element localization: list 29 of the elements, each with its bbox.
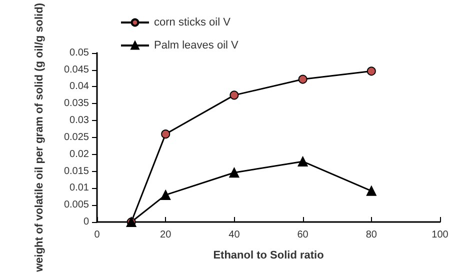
point: [298, 156, 308, 166]
y-tick-label: 0.03: [70, 115, 90, 126]
y-tick-label: 0.015: [64, 166, 90, 177]
x-tick-label: 20: [160, 230, 172, 240]
point: [230, 90, 239, 100]
y-tick-label: 0.005: [64, 200, 90, 211]
x-tick-label: 0: [94, 230, 100, 240]
x-tick-label: 100: [432, 230, 449, 240]
legend-label: Palm leaves oil V: [154, 40, 240, 52]
x-tick-label: 80: [366, 230, 378, 240]
point: [366, 186, 376, 196]
y-tick-label: 0.035: [64, 98, 90, 110]
point: [160, 190, 171, 200]
point: [366, 66, 376, 76]
y-tick-label: 0.025: [64, 132, 90, 143]
point: [161, 130, 170, 139]
x-axis-title: Ethanol to Solid ratio: [213, 250, 324, 262]
point: [229, 168, 240, 178]
y-tick-label: 0.02: [70, 148, 90, 160]
y-tick-label: 0.01: [70, 182, 90, 194]
legend-label: corn sticks oil V: [154, 16, 232, 28]
y-tick-label: 0.045: [64, 64, 90, 76]
point: [298, 74, 308, 84]
y-axis-title: weight of volatile oil per gram of solid (g oil/g solid): [34, 2, 46, 273]
x-tick-label: 40: [228, 230, 240, 240]
y-tick-label: 0.04: [70, 81, 90, 92]
y-tick-label: 0: [83, 216, 90, 228]
x-tick-label: 60: [297, 230, 309, 240]
y-tick-label: 0.05: [70, 47, 90, 58]
